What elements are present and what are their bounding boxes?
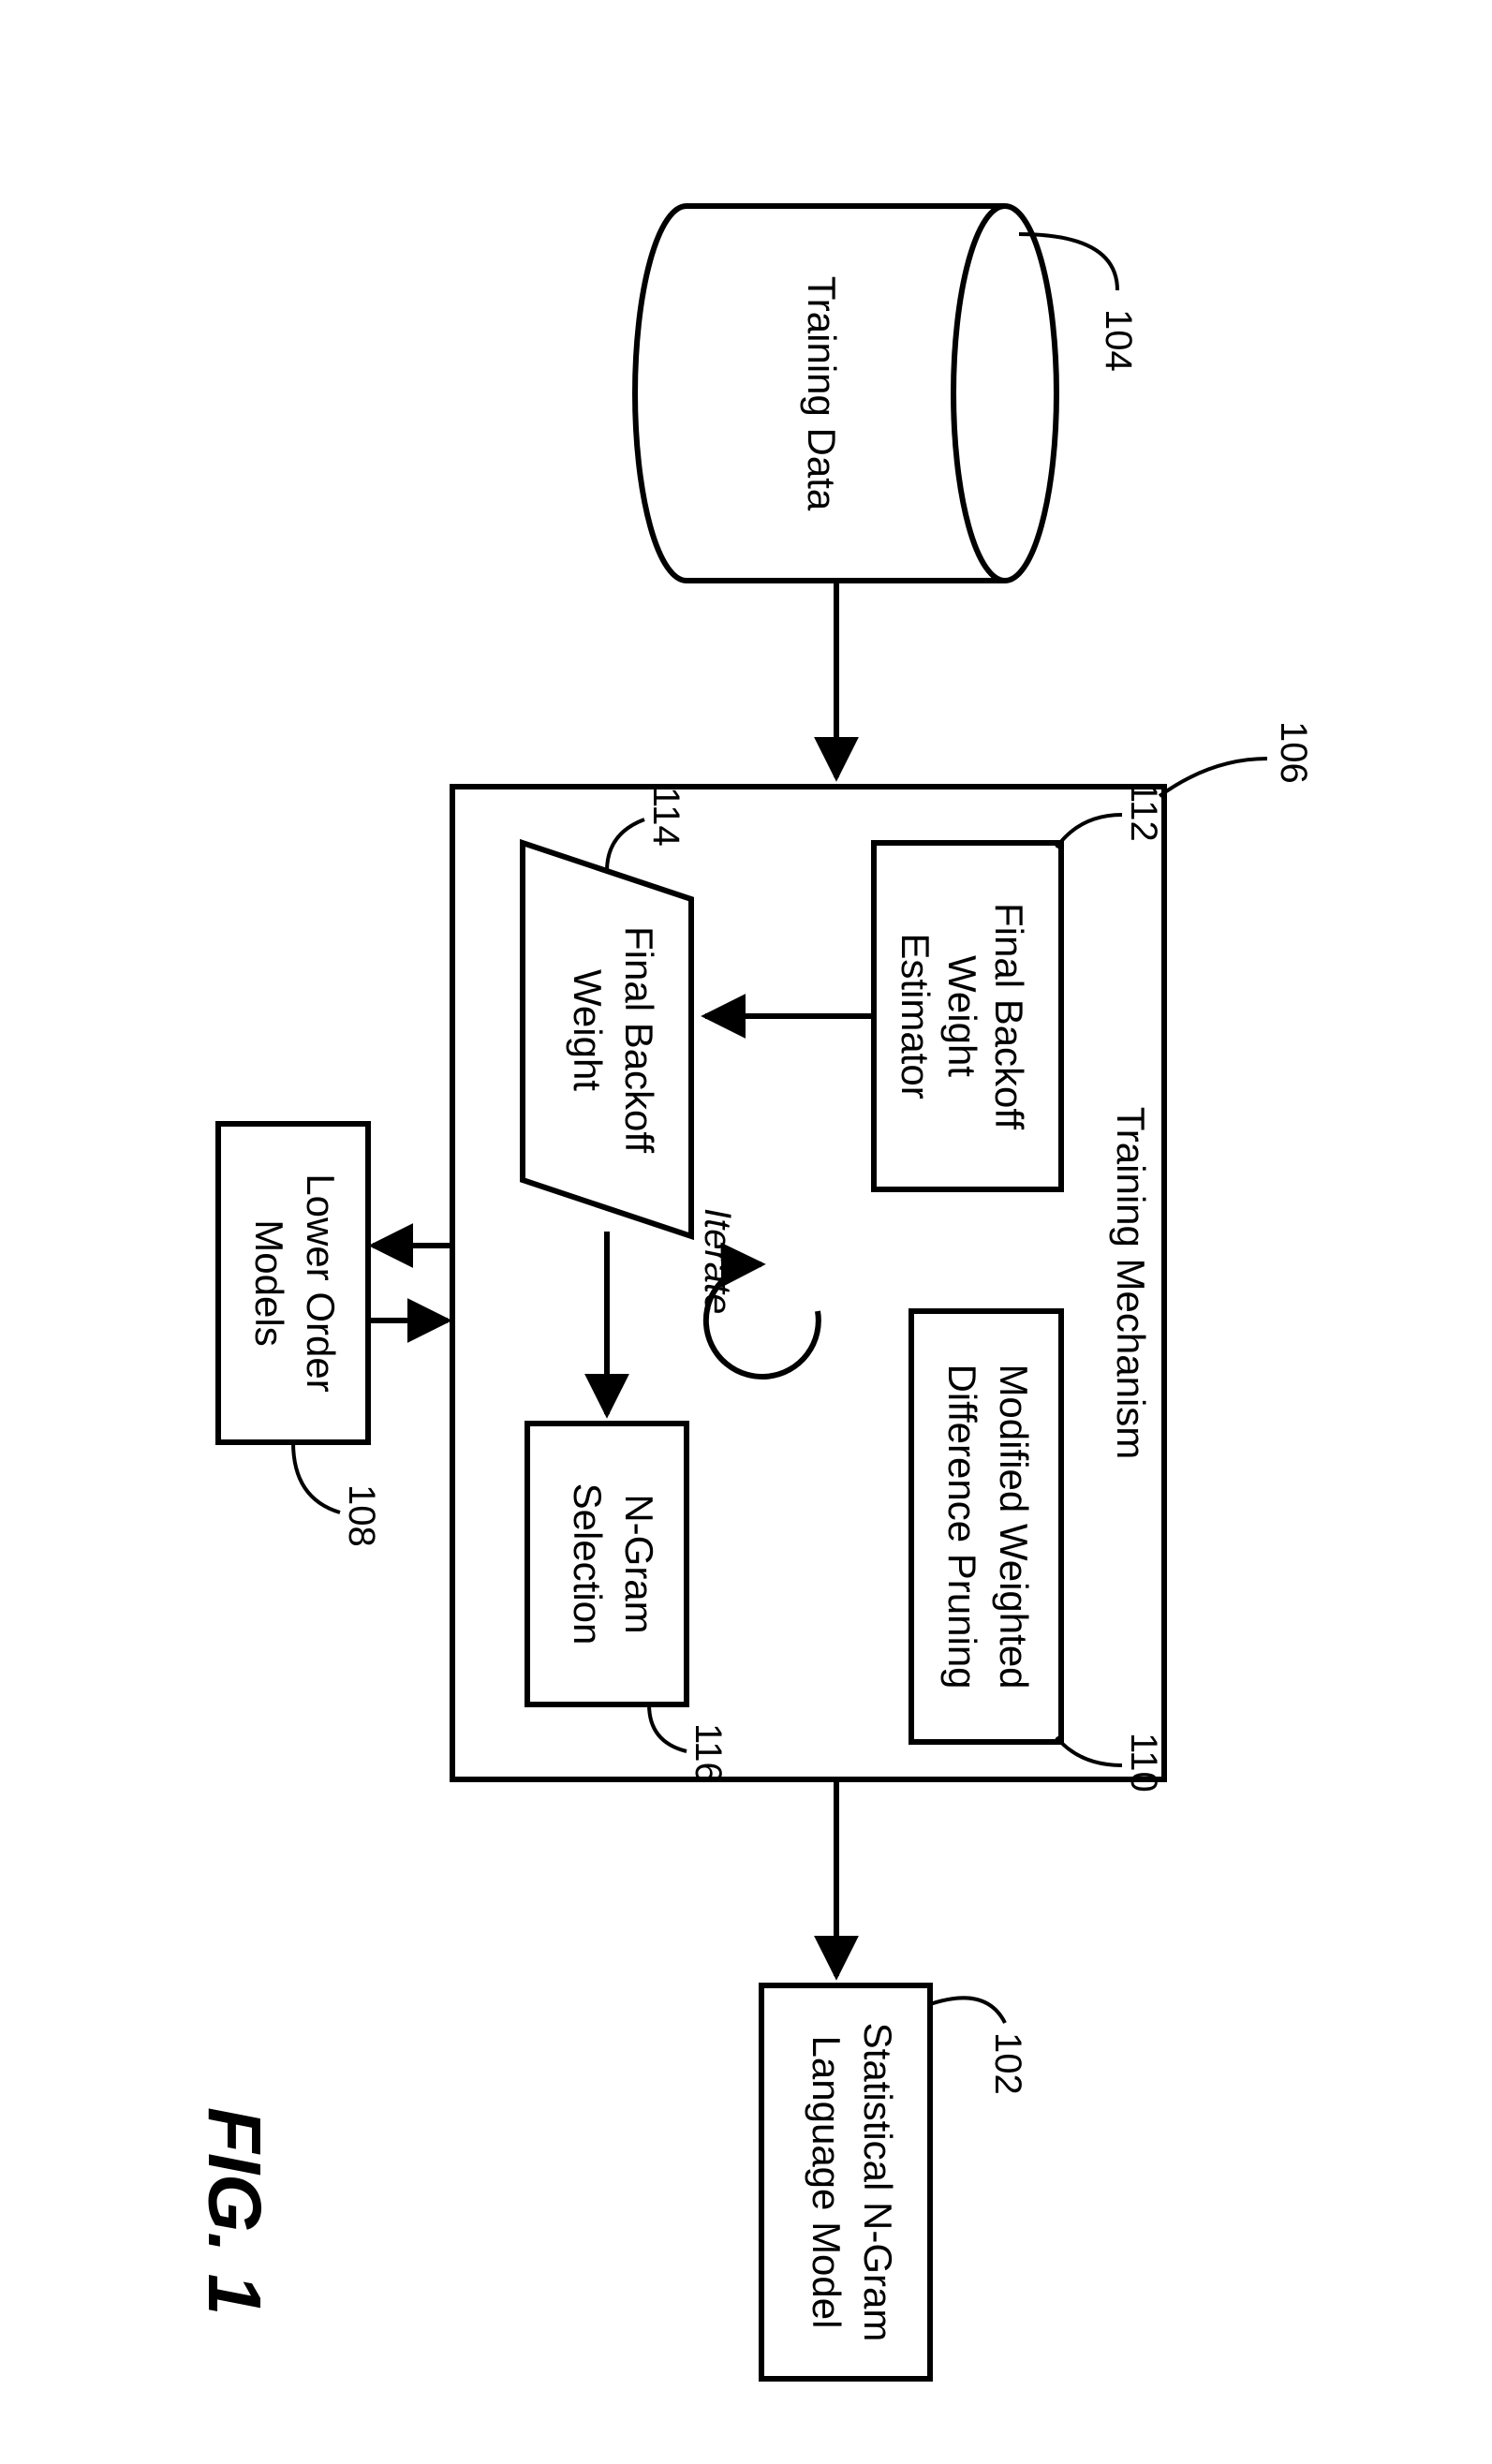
fbw-data-label-1: Weight bbox=[566, 969, 610, 1091]
ref-leader-108 bbox=[293, 1442, 340, 1512]
ref-110: 110 bbox=[1123, 1733, 1164, 1793]
ref-114: 114 bbox=[645, 787, 687, 847]
ref-108: 108 bbox=[341, 1484, 382, 1547]
lower-order-label-1: Models bbox=[247, 1219, 291, 1346]
diagram-stage: Training Data 104 Training Mechanism 106… bbox=[0, 0, 1492, 2464]
training-mechanism-label: Training Mechanism bbox=[1109, 1107, 1153, 1460]
ref-116: 116 bbox=[687, 1723, 729, 1783]
ref-leader-114 bbox=[607, 819, 644, 871]
ref-leader-110 bbox=[1056, 1737, 1122, 1765]
ref-102: 102 bbox=[987, 2032, 1028, 2095]
stat-model-label-0: Statistical N-Gram bbox=[856, 2023, 900, 2342]
mwd-pruning-box bbox=[911, 1311, 1061, 1742]
ref-106: 106 bbox=[1273, 721, 1314, 784]
ref-leader-106 bbox=[1160, 759, 1267, 796]
fbw-estimator-label-1: Weight bbox=[940, 955, 984, 1077]
fbw-data-label-0: Final Backoff bbox=[617, 926, 661, 1153]
fbw-estimator-label-0: Final Backoff bbox=[987, 903, 1031, 1129]
lower-order-label-0: Lower Order bbox=[299, 1173, 343, 1392]
ref-leader-112 bbox=[1056, 815, 1122, 848]
ngram-selection-label-0: N-Gram bbox=[617, 1494, 661, 1633]
training-data-node: Training Data bbox=[635, 206, 1056, 581]
figure-label: FIG. 1 bbox=[193, 2107, 276, 2315]
stat-model-label-1: Language Model bbox=[805, 2036, 849, 2329]
ref-104: 104 bbox=[1098, 309, 1139, 372]
ref-leader-116 bbox=[649, 1704, 687, 1751]
ref-112: 112 bbox=[1123, 782, 1164, 842]
mwd-pruning-label-1: Difference Pruning bbox=[940, 1364, 984, 1689]
training-mechanism-box bbox=[452, 787, 1164, 1779]
iterate-label: Iterate bbox=[697, 1208, 738, 1314]
ref-leader-102 bbox=[930, 1998, 1005, 2023]
ngram-selection-label-1: Selection bbox=[566, 1483, 610, 1645]
fbw-estimator-label-2: Estimator bbox=[894, 933, 938, 1099]
lower-order-box bbox=[218, 1124, 368, 1442]
training-data-label: Training Data bbox=[800, 276, 844, 511]
mwd-pruning-label-0: Modified Weighted bbox=[992, 1364, 1036, 1689]
diagram-svg: Training Data 104 Training Mechanism 106… bbox=[0, 0, 1492, 2464]
